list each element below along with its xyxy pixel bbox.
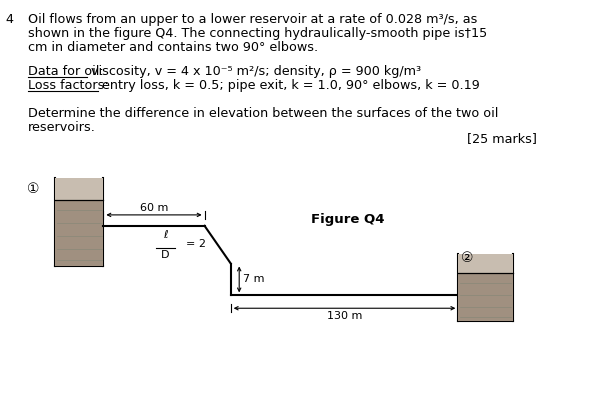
Text: shown in the figure Q4. The connecting hydraulically-smooth pipe is†15: shown in the figure Q4. The connecting h…: [28, 27, 487, 40]
Text: Determine the difference in elevation between the surfaces of the two oil: Determine the difference in elevation be…: [28, 107, 498, 120]
Text: 4: 4: [5, 13, 13, 26]
Text: reservoirs.: reservoirs.: [28, 120, 96, 134]
Text: Figure Q4: Figure Q4: [311, 213, 385, 226]
Text: Data for oil:: Data for oil:: [28, 65, 103, 78]
Text: Oil flows from an upper to a lower reservoir at a rate of 0.028 m³/s, as: Oil flows from an upper to a lower reser…: [28, 13, 477, 26]
Bar: [55, 178, 103, 266]
Text: viscosity, v = 4 x 10⁻⁵ m²/s; density, ρ = 900 kg/m³: viscosity, v = 4 x 10⁻⁵ m²/s; density, ρ…: [87, 65, 421, 78]
Text: ①: ①: [27, 182, 40, 196]
Text: 60 m: 60 m: [140, 203, 168, 213]
Text: ℓ: ℓ: [163, 230, 168, 240]
Bar: [458, 254, 513, 321]
Bar: [55, 178, 103, 200]
Text: D: D: [161, 250, 169, 260]
Text: [25 marks]: [25 marks]: [467, 132, 537, 146]
Text: 7 m: 7 m: [243, 274, 264, 284]
Bar: [458, 254, 513, 274]
Text: entry loss, k = 0.5; pipe exit, k = 1.0, 90° elbows, k = 0.19: entry loss, k = 0.5; pipe exit, k = 1.0,…: [98, 79, 480, 92]
Text: Loss factors:: Loss factors:: [28, 79, 109, 92]
Text: ②: ②: [461, 251, 474, 265]
Text: 130 m: 130 m: [327, 311, 362, 321]
Text: = 2: = 2: [186, 239, 206, 249]
Text: cm in diameter and contains two 90° elbows.: cm in diameter and contains two 90° elbo…: [28, 41, 318, 54]
